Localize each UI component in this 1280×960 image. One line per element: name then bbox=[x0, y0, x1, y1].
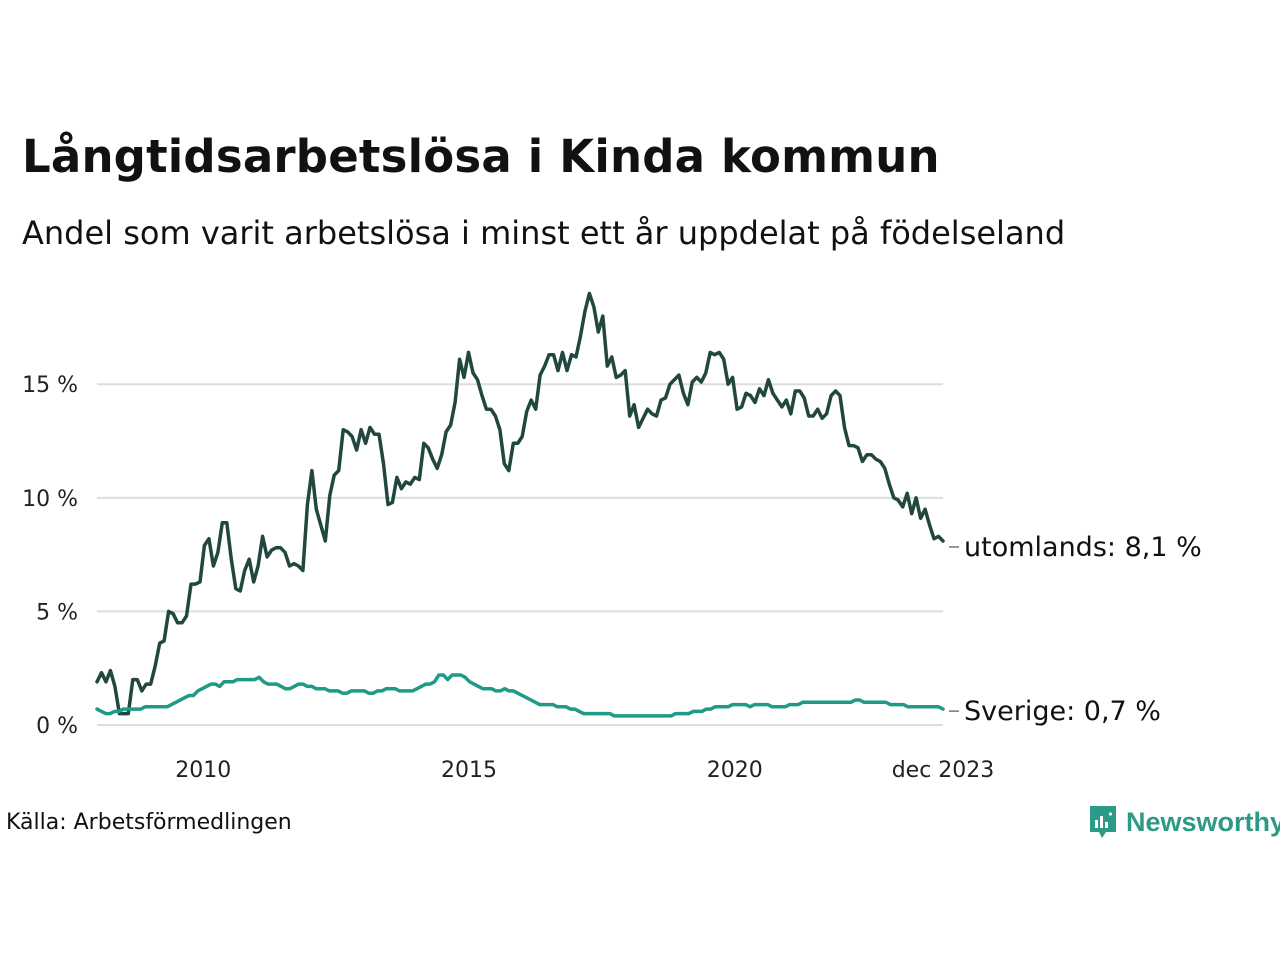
gridlines bbox=[97, 383, 943, 726]
y-tick-label: 5 % bbox=[36, 600, 78, 625]
y-axis-ticks: 0 % 5 % 10 % 15 % bbox=[22, 373, 78, 739]
x-tick-label: dec 2023 bbox=[892, 758, 995, 783]
y-tick-label: 0 % bbox=[36, 714, 78, 739]
y-tick-label: 10 % bbox=[22, 487, 78, 512]
end-label-sverige: Sverige: 0,7 % bbox=[964, 696, 1161, 727]
end-label-utomlands: utomlands: 8,1 % bbox=[964, 532, 1202, 563]
series-line-utomlands bbox=[95, 291, 945, 716]
end-labels: utomlands: 8,1 % Sverige: 0,7 % bbox=[949, 532, 1202, 727]
chart-subtitle: Andel som varit arbetslösa i minst ett å… bbox=[22, 214, 1066, 252]
x-tick-label: 2010 bbox=[175, 758, 231, 783]
newsworthy-icon bbox=[1090, 806, 1116, 838]
chart-title: Långtidsarbetslösa i Kinda kommun bbox=[22, 130, 940, 183]
x-axis-ticks: 2010 2015 2020 dec 2023 bbox=[175, 758, 994, 783]
y-tick-label: 15 % bbox=[22, 373, 78, 398]
brand-name: Newsworthy bbox=[1126, 806, 1280, 837]
series-lines bbox=[95, 291, 945, 718]
x-tick-label: 2020 bbox=[707, 758, 763, 783]
x-tick-label: 2015 bbox=[441, 758, 497, 783]
series-line-sverige bbox=[95, 673, 945, 718]
newsworthy-logo: Newsworthy bbox=[1088, 804, 1280, 840]
source-note: Källa: Arbetsförmedlingen bbox=[6, 810, 292, 835]
